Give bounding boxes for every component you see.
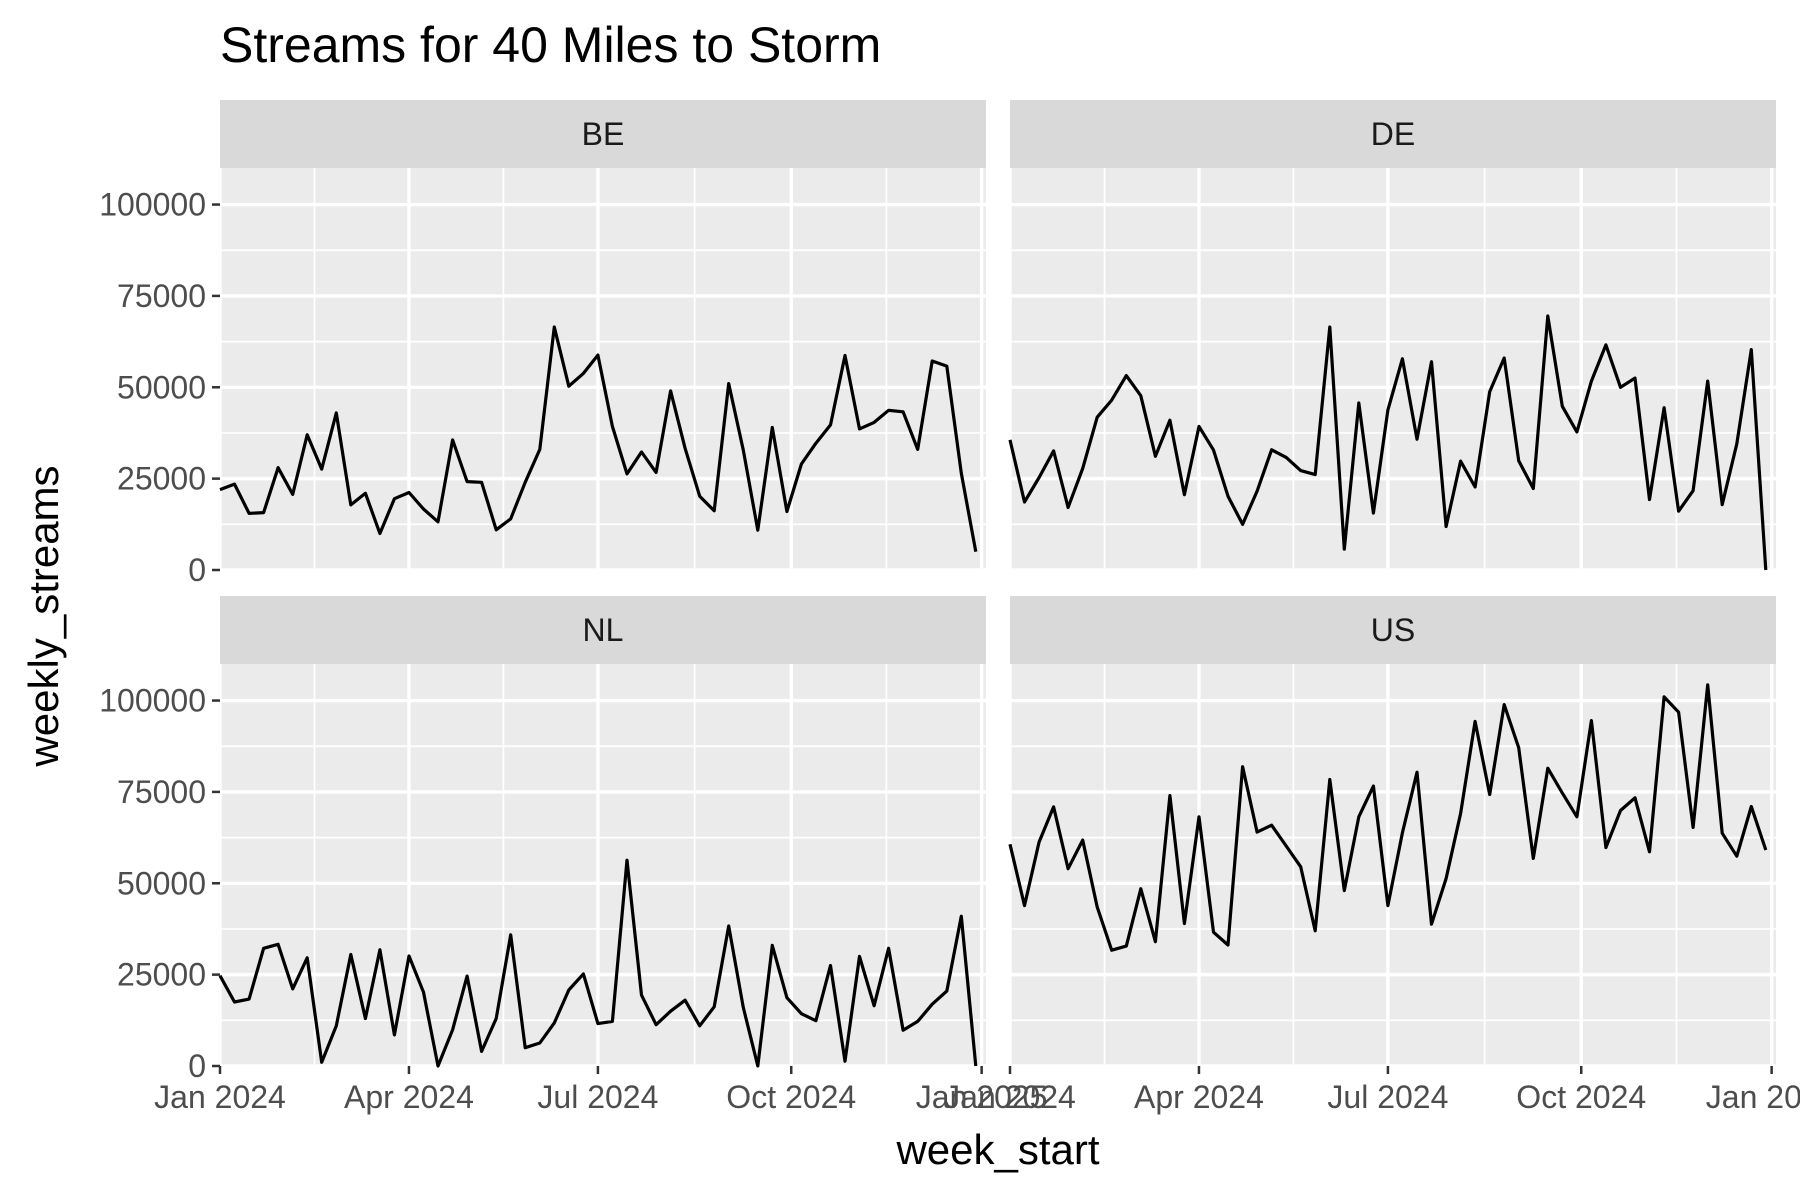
strip-label-de: DE bbox=[1371, 116, 1415, 152]
panel-background-nl bbox=[220, 664, 986, 1066]
y-tick-label: 25000 bbox=[117, 957, 206, 993]
x-tick-label: Apr 2024 bbox=[1134, 1079, 1264, 1115]
x-tick-label: Oct 2024 bbox=[1516, 1079, 1646, 1115]
strip-label-us: US bbox=[1371, 612, 1415, 648]
facet-be: BE 0 25000 50000 75000 100000 bbox=[99, 100, 986, 588]
y-tick-label: 100000 bbox=[99, 187, 206, 223]
x-tick-label: Oct 2024 bbox=[726, 1079, 856, 1115]
chart-title: Streams for 40 Miles to Storm bbox=[220, 17, 881, 73]
y-tick-label: 25000 bbox=[117, 461, 206, 497]
series-line-de bbox=[1008, 314, 1768, 571]
x-tick-label: Jan 2024 bbox=[944, 1079, 1076, 1115]
panel-background-be bbox=[220, 168, 986, 570]
y-axis-title: weekly_streams bbox=[20, 465, 67, 767]
facet-de: DE bbox=[1008, 100, 1776, 572]
x-tick-label: Jan 2025 bbox=[916, 1079, 1048, 1115]
panel-background-us bbox=[1010, 664, 1776, 1066]
facet-nl: NL 0 25000 50000 75000 100000 Jan 2024 Apr 2024… bbox=[99, 596, 1047, 1115]
y-tick-label: 50000 bbox=[117, 865, 206, 901]
y-tick-label: 0 bbox=[188, 552, 206, 588]
y-tick-label: 50000 bbox=[117, 369, 206, 405]
x-tick-label: Jan 2025 bbox=[1706, 1079, 1800, 1115]
strip-label-nl: NL bbox=[583, 612, 624, 648]
series-line-nl bbox=[218, 858, 978, 1068]
x-tick-label: Apr 2024 bbox=[344, 1079, 474, 1115]
strip-de bbox=[1010, 100, 1776, 168]
strip-nl bbox=[220, 596, 986, 664]
strip-be bbox=[220, 100, 986, 168]
strip-us bbox=[1010, 596, 1776, 664]
x-tick-label: Jul 2024 bbox=[537, 1079, 658, 1115]
facet-panels: BE 0 25000 50000 75000 100000 DE NL 0 25000 50000 7… bbox=[99, 100, 1800, 1115]
x-axis-title: week_start bbox=[895, 1126, 1099, 1173]
y-tick-label: 0 bbox=[188, 1048, 206, 1084]
series-line-us bbox=[1008, 683, 1768, 952]
y-tick-label: 100000 bbox=[99, 683, 206, 719]
x-tick-label: Jan 2024 bbox=[154, 1079, 286, 1115]
x-tick-label: Jul 2024 bbox=[1327, 1079, 1448, 1115]
strip-label-be: BE bbox=[582, 116, 625, 152]
series-line-be bbox=[219, 325, 978, 552]
panel-background-de bbox=[1010, 168, 1776, 570]
y-tick-label: 75000 bbox=[117, 774, 206, 810]
facet-us: US Jan 2024 Apr 2024 Jul 2024 Oct 2024 Jan 20… bbox=[944, 596, 1800, 1115]
y-tick-label: 75000 bbox=[117, 278, 206, 314]
